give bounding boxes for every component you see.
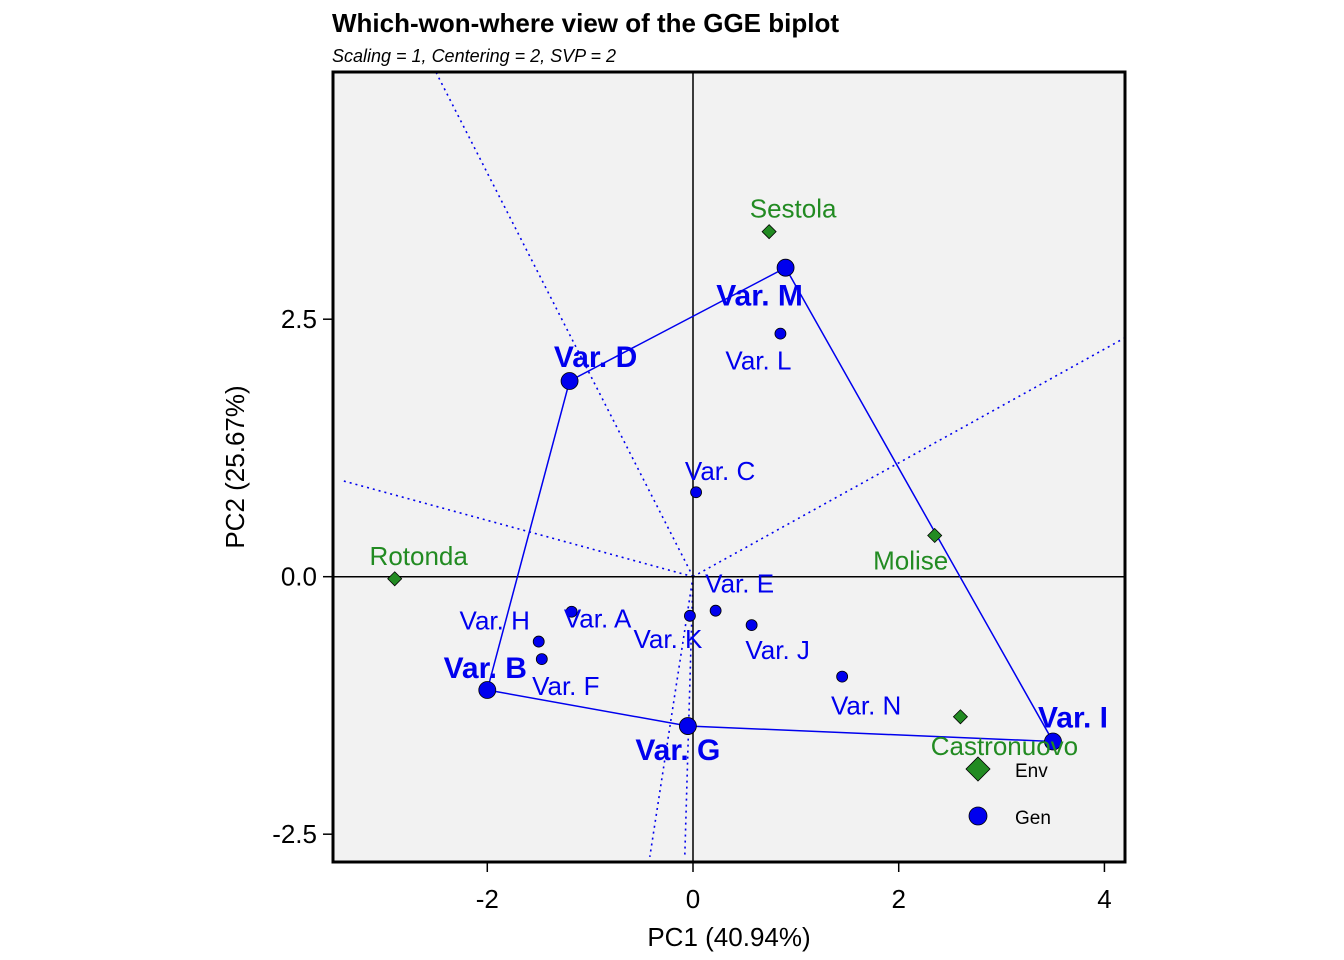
gen-point-var-j	[745, 619, 758, 632]
gen-label-var-m: Var. M	[716, 280, 803, 313]
gen-point-var-k	[684, 609, 696, 622]
gen-point-var-i	[1044, 732, 1062, 751]
legend-gen-label: Gen	[1015, 808, 1051, 829]
gen-point-var-b	[478, 681, 497, 699]
gen-label-var-d: Var. D	[554, 341, 637, 374]
env-label-sestola: Sestola	[750, 194, 837, 224]
gen-label-var-a: Var. A	[564, 604, 632, 634]
gen-label-var-b: Var. B	[444, 652, 527, 685]
gen-point-var-n	[836, 670, 849, 683]
y-axis-title: PC2 (25.67%)	[220, 385, 250, 548]
env-label-molise: Molise	[873, 545, 948, 575]
x-axis: -2 0 2 4	[476, 862, 1112, 914]
sector-ray-5	[343, 480, 694, 578]
gen-label-var-j: Var. J	[745, 635, 810, 665]
which-won-where-polygon	[486, 266, 1055, 743]
plot-border	[331, 70, 1127, 864]
gen-point-var-d	[560, 372, 579, 390]
gen-label-var-h: Var. H	[460, 606, 530, 636]
plot-panel	[333, 72, 1125, 862]
gen-point-var-f	[535, 653, 548, 665]
sector-ray-2	[692, 337, 1125, 578]
chart-subtitle: Scaling = 1, Centering = 2, SVP = 2	[332, 46, 616, 66]
env-label-castronuovo: Castronuovo	[931, 731, 1078, 761]
x-tick-label: 4	[1097, 884, 1111, 914]
gen-point-var-h	[532, 635, 545, 648]
gen-point-var-l	[774, 327, 787, 340]
gen-label-var-c: Var. C	[685, 456, 755, 486]
gen-label-var-e: Var. E	[705, 569, 774, 599]
env-point-sestola	[761, 224, 777, 240]
gen-label-var-n: Var. N	[831, 691, 901, 721]
env-label-rotonda: Rotonda	[370, 541, 469, 571]
sector-rays	[343, 72, 1125, 857]
x-tick-label: -2	[476, 884, 499, 914]
gen-label-var-k: Var. K	[633, 624, 703, 654]
gen-point-var-e	[709, 604, 722, 617]
env-point-rotonda	[387, 571, 403, 587]
y-tick-label: 2.5	[281, 304, 317, 334]
env-point-molise	[927, 527, 943, 544]
data-points	[387, 224, 1062, 751]
gen-label-var-i: Var. I	[1038, 701, 1108, 734]
legend-env-diamond	[965, 756, 991, 782]
gen-label-var-f: Var. F	[532, 671, 599, 701]
x-tick-label: 0	[686, 884, 700, 914]
point-labels: Var. A Var. B Var. C Var. D Var. E Var. F Var.…	[370, 194, 1108, 767]
x-axis-title: PC1 (40.94%)	[647, 922, 810, 952]
sector-ray-1	[435, 72, 694, 578]
y-tick-label: 0.0	[281, 562, 317, 592]
gen-point-var-m	[776, 258, 795, 277]
legend-env-label: Env	[1015, 761, 1048, 782]
gen-point-var-a	[565, 605, 578, 618]
y-tick-label: -2.5	[272, 819, 317, 849]
y-axis: -2.5 0.0 2.5	[272, 304, 333, 849]
gen-point-var-g	[678, 717, 697, 735]
legend: Env Gen	[965, 756, 1051, 829]
legend-gen-circle	[968, 806, 988, 826]
chart-title: Which-won-where view of the GGE biplot	[332, 8, 839, 38]
x-tick-label: 2	[891, 884, 905, 914]
polygon-outline	[486, 266, 1055, 743]
gen-label-var-l: Var. L	[725, 346, 791, 376]
env-point-castronuovo	[952, 709, 968, 725]
gen-label-var-g: Var. G	[635, 734, 720, 767]
gen-point-var-c	[690, 486, 702, 499]
